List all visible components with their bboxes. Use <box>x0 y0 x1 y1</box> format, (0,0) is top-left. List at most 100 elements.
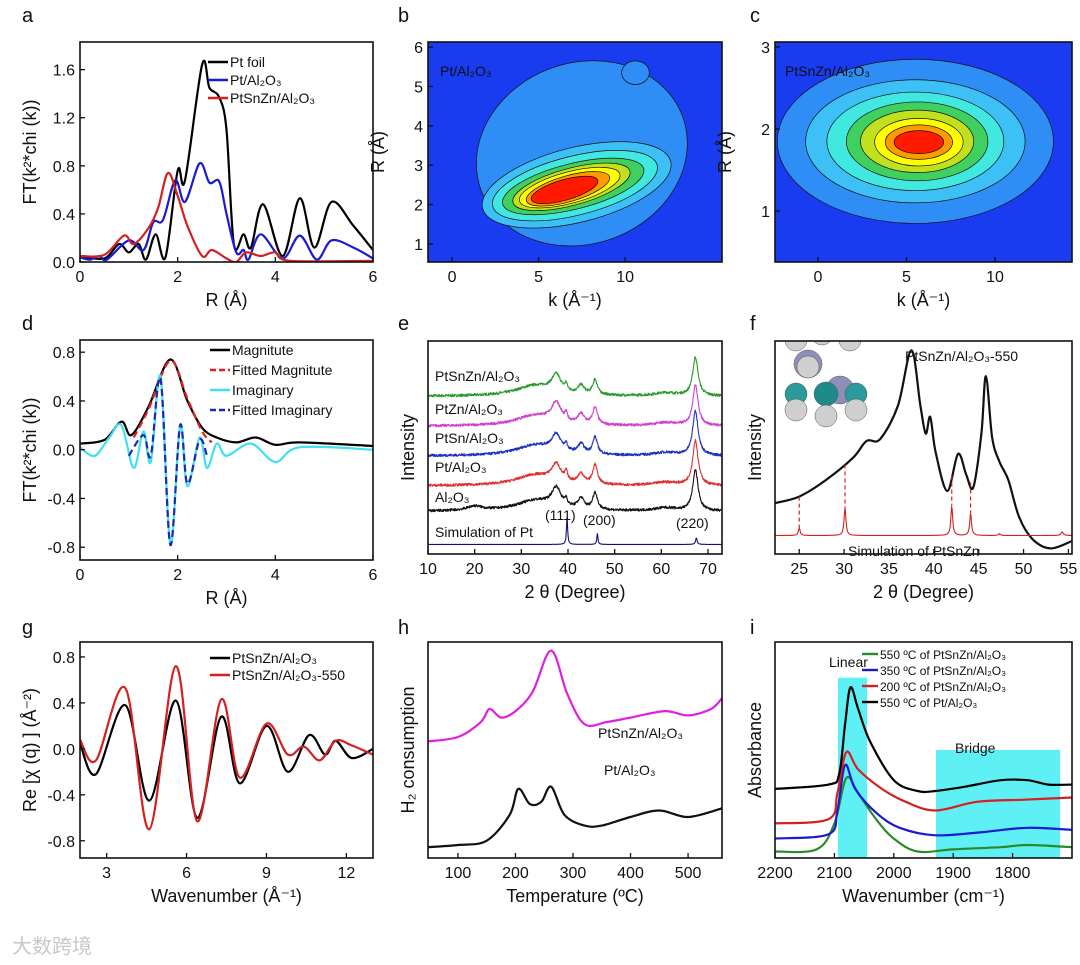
x-tick-label: 4 <box>271 269 280 286</box>
x-axis-label: 2 θ (Degree) <box>873 582 974 602</box>
atom <box>814 404 838 428</box>
atom <box>838 341 862 352</box>
y-tick-label: 0.0 <box>53 443 75 460</box>
y-tick-label: 0.8 <box>53 159 75 176</box>
x-tick-label: 5 <box>534 269 543 286</box>
y-tick-label: 0.8 <box>53 345 75 362</box>
legend-label: Pt/Al₂O₃ <box>230 72 282 88</box>
plot-frame <box>427 41 723 263</box>
contour-level-1 <box>621 60 650 85</box>
legend-label: 550 ºC of Pt/Al₂O₃ <box>880 696 977 710</box>
x-tick-label: 0 <box>76 567 85 584</box>
legend-label: 200 ºC of PtSnZn/Al₂O₃ <box>880 680 1006 694</box>
atom <box>796 355 820 379</box>
plot-area <box>80 60 373 262</box>
annotation: Pt/Al₂O₃ <box>604 762 656 778</box>
annotation: PtSn/Al₂O₃ <box>435 430 504 446</box>
atom <box>813 341 831 346</box>
atom <box>813 381 839 407</box>
plot-area <box>428 42 722 262</box>
y-tick-label: -0.8 <box>47 834 75 851</box>
annotation: Pt/Al₂O₃ <box>435 459 487 475</box>
series-e-1 <box>428 384 722 428</box>
y-tick-label: 0.0 <box>53 742 75 759</box>
y-axis-label: FT(k²*chi (k)) <box>20 100 40 205</box>
x-tick-label: 500 <box>675 865 702 882</box>
y-tick-label: 1.6 <box>53 63 75 80</box>
y-tick-label: 3 <box>414 158 423 175</box>
y-axis-label: FT(k²*chi (k)) <box>20 398 40 503</box>
series-e-3 <box>428 438 722 488</box>
x-axis-label: Wavenumber (cm⁻¹) <box>842 886 1005 906</box>
x-tick-label: 10 <box>419 561 437 578</box>
legend-label: 350 ºC of PtSnZn/Al₂O₃ <box>880 664 1006 678</box>
y-tick-label: -0.4 <box>47 788 75 805</box>
legend-label: Fitted Magnitute <box>232 362 333 378</box>
annotation: Al₂O₃ <box>435 489 469 505</box>
x-tick-label: 0 <box>76 269 85 286</box>
crystal-structure-inset <box>784 341 868 428</box>
panel-b: 0 5 10 1 2 3 4 5 6 k (Å⁻¹) R (Å) b Pt/Al₂O₃ <box>368 5 723 310</box>
series-e-2 <box>428 409 722 458</box>
plot-area <box>428 356 722 545</box>
x-tick-label: 30 <box>835 561 853 578</box>
series-g-0 <box>80 699 373 819</box>
series-a-1 <box>80 162 373 262</box>
series-h-0 <box>428 649 722 743</box>
x-axis-label: k (Å⁻¹) <box>548 290 602 310</box>
annotation: PtZn/Al₂O₃ <box>435 401 503 417</box>
series-d-1 <box>132 359 213 444</box>
x-tick-label: 2000 <box>876 865 912 882</box>
x-tick-label: 10 <box>986 269 1004 286</box>
x-tick-label: 6 <box>369 567 378 584</box>
y-tick-label: 1.2 <box>53 111 75 128</box>
plot-area <box>80 358 373 546</box>
y-tick-label: 3 <box>761 40 770 57</box>
series-d-3 <box>127 376 209 546</box>
panel-letter: e <box>398 313 409 335</box>
legend-label: PtSnZn/Al₂O₃ <box>230 90 315 106</box>
x-axis-label: k (Å⁻¹) <box>897 290 951 310</box>
annotation: (200) <box>583 512 616 528</box>
x-tick-label: 60 <box>652 561 670 578</box>
x-axis-label: Temperature (ºC) <box>506 886 644 906</box>
x-tick-label: 55 <box>1060 561 1078 578</box>
y-tick-label: 2 <box>414 198 423 215</box>
panel-letter: f <box>750 313 756 335</box>
series-h-1 <box>428 785 722 849</box>
y-tick-label: -0.4 <box>47 491 75 508</box>
x-axis-label: Wavenumber (Å⁻¹) <box>151 886 302 906</box>
panel-h: 100 200 300 400 500 Temperature (ºC) H₂ consum… <box>398 617 723 906</box>
atom <box>784 341 808 352</box>
series-i-1 <box>775 763 1072 840</box>
x-tick-label: 6 <box>182 865 191 882</box>
x-tick-label: 70 <box>699 561 717 578</box>
y-tick-label: 1 <box>761 204 770 221</box>
series-e-0 <box>428 356 722 398</box>
plot-frame <box>427 340 723 555</box>
x-tick-label: 25 <box>790 561 808 578</box>
plot-area <box>775 341 1072 550</box>
y-tick-label: 0.8 <box>53 650 75 667</box>
x-tick-label: 6 <box>369 269 378 286</box>
plot-area <box>775 42 1072 262</box>
atom <box>844 398 868 422</box>
x-tick-label: 3 <box>102 865 111 882</box>
panel-d: 0 2 4 6 -0.8 -0.4 0.0 0.4 0.8 R (Å) FT(k²*chi (k))… <box>20 313 378 608</box>
x-axis-label: 2 θ (Degree) <box>524 582 625 602</box>
y-tick-label: 0.4 <box>53 207 75 224</box>
y-tick-label: 6 <box>414 40 423 57</box>
x-tick-label: 40 <box>925 561 943 578</box>
plot-area <box>428 649 722 849</box>
annotation: (111) <box>545 507 576 523</box>
annotation: PtSnZn/Al₂O₃-550 <box>905 348 1018 364</box>
panel-letter: d <box>22 313 33 335</box>
series-e-5 <box>428 516 722 545</box>
annotation: Bridge <box>955 740 996 756</box>
y-axis-label: Re [χ (q) ] (Å⁻²) <box>20 688 40 812</box>
panel-letter: h <box>398 617 409 639</box>
y-axis-label: H₂ consumption <box>398 686 418 813</box>
series-i-2 <box>775 750 1072 825</box>
